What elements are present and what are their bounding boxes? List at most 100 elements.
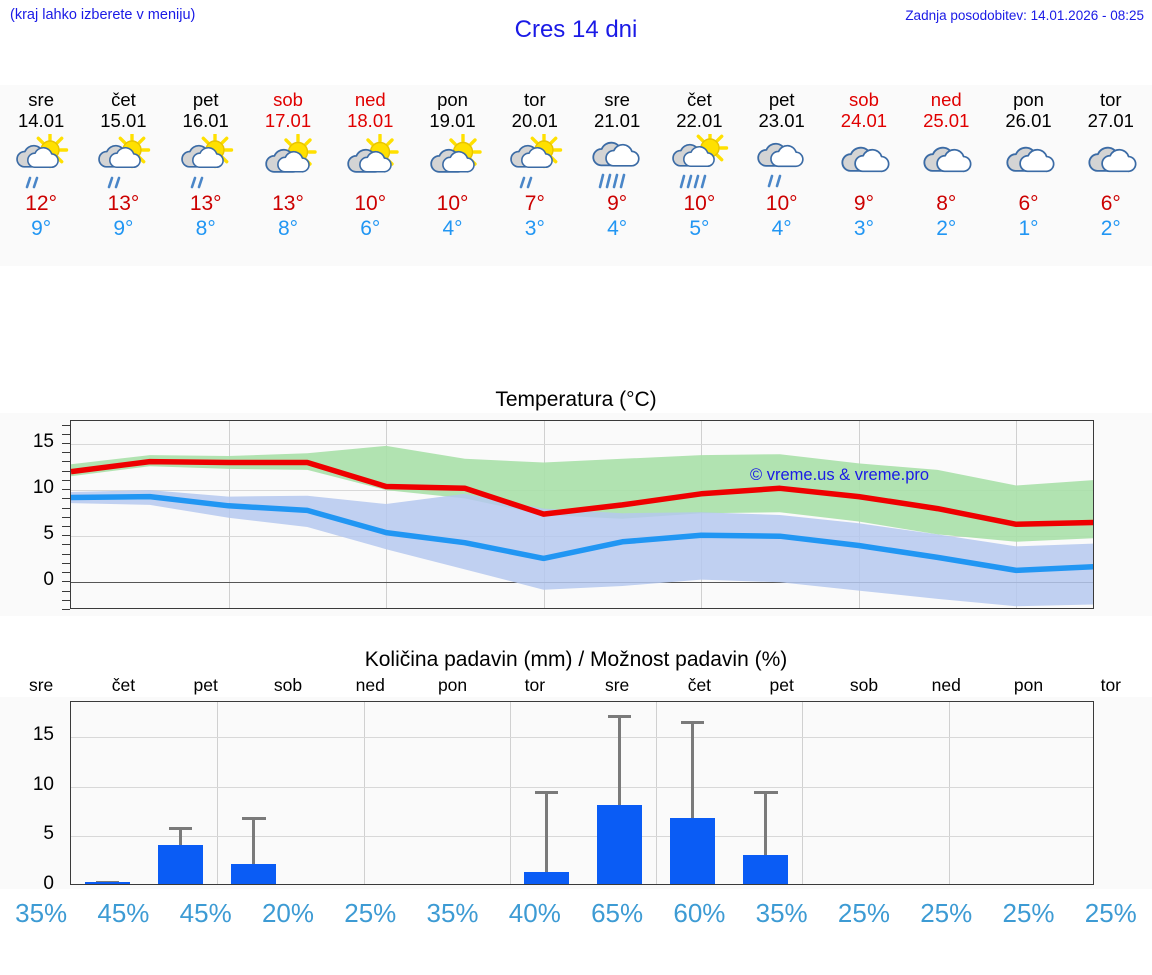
menu-hint-text: (kraj lahko izberete v meniju) xyxy=(10,7,196,23)
day-column[interactable]: sob 17.01 13° 8° xyxy=(247,85,329,266)
min-temperature-label: 5° xyxy=(689,217,710,240)
day-of-week-label: sre xyxy=(604,89,630,110)
y-axis-tick xyxy=(62,479,70,481)
precipitation-day-label: pet xyxy=(769,675,794,695)
day-of-week-label: tor xyxy=(1100,89,1122,110)
precipitation-bar[interactable] xyxy=(451,884,496,885)
y-axis-tick xyxy=(62,443,70,445)
day-column[interactable]: pon 26.01 6° 1° xyxy=(987,85,1069,266)
day-of-week-label: ned xyxy=(930,89,962,110)
precipitation-probability-label: 25% xyxy=(344,898,397,928)
max-temperature-label: 7° xyxy=(524,192,545,215)
precipitation-bar[interactable] xyxy=(890,884,935,885)
precipitation-day-label: tor xyxy=(1100,675,1122,695)
min-temperature-label: 8° xyxy=(195,217,216,240)
y-axis-tick xyxy=(62,553,70,555)
precipitation-probability-label: 60% xyxy=(673,898,726,928)
error-bar-cap xyxy=(754,790,778,794)
precipitation-bar[interactable] xyxy=(158,845,204,884)
day-date-label: 21.01 xyxy=(593,110,641,131)
min-temperature-label: 8° xyxy=(277,217,299,240)
precipitation-bar[interactable] xyxy=(378,884,423,885)
precipitation-probability-label: 35% xyxy=(755,898,808,928)
y-axis-tick xyxy=(62,609,70,610)
day-of-week-label: pon xyxy=(1013,89,1044,110)
precipitation-bar[interactable] xyxy=(743,855,789,884)
sun-cloud-rain-icon xyxy=(4,134,78,190)
max-temperature-label: 6° xyxy=(1100,192,1121,215)
y-axis-tick xyxy=(62,489,70,491)
precipitation-bar[interactable] xyxy=(84,882,131,884)
day-column[interactable]: tor 27.01 6° 2° xyxy=(1070,85,1152,266)
day-column[interactable]: čet 22.01 10° 5° xyxy=(658,85,740,266)
precipitation-bar[interactable] xyxy=(523,872,570,884)
error-bar-cap xyxy=(607,714,632,718)
min-temperature-label: 4° xyxy=(607,217,628,240)
day-date-label: 26.01 xyxy=(1005,110,1052,131)
day-date-label: 22.01 xyxy=(676,110,723,131)
day-date-label: 20.01 xyxy=(511,110,558,131)
precipitation-day-label: tor xyxy=(524,675,546,695)
last-updated-text: Zadnja posodobitev: 14.01.2026 - 08:25 xyxy=(905,8,1144,23)
day-column[interactable]: pet 23.01 10° 4° xyxy=(741,85,823,266)
day-date-label: 23.01 xyxy=(758,110,805,131)
y-axis-tick-label: 5 xyxy=(43,523,54,545)
precipitation-bar[interactable] xyxy=(816,884,861,885)
day-date-label: 24.01 xyxy=(840,110,888,131)
min-temperature-label: 9° xyxy=(113,217,134,240)
y-axis-tick-label: 0 xyxy=(43,569,54,591)
precipitation-day-label: ned xyxy=(355,675,385,695)
y-axis-tick xyxy=(62,470,70,472)
temperature-series-overlay xyxy=(71,445,1093,607)
error-bar-cap xyxy=(534,790,559,794)
sun-cloud-icon xyxy=(333,134,407,190)
y-axis-tick-label: 10 xyxy=(32,477,54,499)
y-axis-tick xyxy=(62,590,70,592)
precipitation-bar[interactable] xyxy=(1036,884,1081,885)
day-column[interactable]: čet 15.01 13° 9° xyxy=(82,85,164,266)
precipitation-bar[interactable] xyxy=(670,818,716,884)
day-column[interactable]: pet 16.01 13° 8° xyxy=(165,85,247,266)
day-of-week-label: sre xyxy=(28,89,54,110)
sun-cloud-icon xyxy=(251,134,325,190)
day-of-week-label: čet xyxy=(111,89,136,110)
precipitation-bar[interactable] xyxy=(596,805,643,884)
day-column[interactable]: ned 18.01 10° 6° xyxy=(329,85,411,266)
day-column[interactable]: sre 21.01 9° 4° xyxy=(576,85,658,266)
vertical-gridline xyxy=(656,702,658,884)
precipitation-day-label: čet xyxy=(687,675,712,695)
precipitation-day-label: ned xyxy=(931,675,961,695)
vertical-gridline xyxy=(948,702,950,884)
cloud-rain-icon xyxy=(745,134,819,190)
cloud-icon xyxy=(909,134,983,190)
day-column[interactable]: sre 14.01 12° 9° xyxy=(0,85,82,266)
max-temperature-label: 13° xyxy=(189,192,222,215)
max-temperature-label: 13° xyxy=(272,192,304,215)
day-column[interactable]: ned 25.01 8° 2° xyxy=(905,85,987,266)
precipitation-probability-label: 65% xyxy=(591,898,644,928)
error-bar-line xyxy=(544,790,548,884)
y-axis-tick xyxy=(62,572,70,574)
day-column[interactable]: sob 24.01 9° 3° xyxy=(823,85,905,266)
y-axis-tick xyxy=(62,526,70,528)
copyright-text: © vreme.us & vreme.pro xyxy=(750,466,930,484)
precipitation-day-label: sre xyxy=(28,675,54,695)
max-temperature-label: 10° xyxy=(765,192,798,215)
y-axis-tick-label: 5 xyxy=(43,823,54,845)
error-bar-cap xyxy=(680,720,705,724)
day-column[interactable]: tor 20.01 7° 3° xyxy=(494,85,576,266)
precipitation-bar[interactable] xyxy=(231,864,277,884)
precipitation-day-label: sre xyxy=(604,675,630,695)
precipitation-bar[interactable] xyxy=(963,884,1008,885)
day-of-week-label: pet xyxy=(192,89,219,110)
precipitation-bar[interactable] xyxy=(304,884,349,885)
day-column[interactable]: pon 19.01 10° 4° xyxy=(411,85,493,266)
max-temperature-label: 12° xyxy=(25,192,58,215)
max-temperature-label: 10° xyxy=(354,192,387,215)
max-temperature-label: 10° xyxy=(436,192,469,215)
day-of-week-label: čet xyxy=(687,89,712,110)
horizontal-gridline xyxy=(71,836,1093,838)
precipitation-day-label: pon xyxy=(437,675,468,695)
sun-cloud-rain-icon xyxy=(169,134,243,190)
precipitation-probability-label: 25% xyxy=(1002,898,1055,928)
